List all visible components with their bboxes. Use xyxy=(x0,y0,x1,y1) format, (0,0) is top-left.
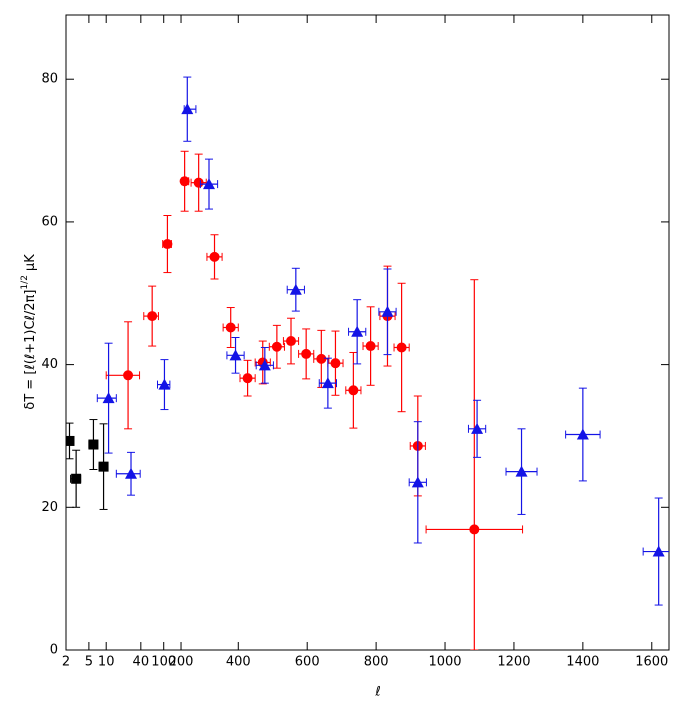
x-tick-label: 1600 xyxy=(635,655,668,670)
circle-marker xyxy=(316,353,327,364)
y-label-sup: 1/2 xyxy=(20,275,30,289)
circle-marker xyxy=(271,341,282,352)
x-tick-label: 1200 xyxy=(497,655,530,670)
triangle-marker xyxy=(515,465,528,477)
y-label-unit: μK xyxy=(23,254,38,271)
triangle-marker xyxy=(258,359,271,371)
circle-marker xyxy=(123,370,134,381)
triangle-marker xyxy=(321,377,334,389)
circle-marker xyxy=(225,322,236,333)
triangle-marker xyxy=(125,467,138,479)
triangle-marker xyxy=(471,422,484,434)
square-marker xyxy=(66,435,75,446)
x-tick-label: 1400 xyxy=(566,655,599,670)
x-axis-label: ℓ xyxy=(374,685,380,700)
circle-marker xyxy=(330,358,341,369)
plot-frame xyxy=(65,14,670,651)
y-tick-label: 40 xyxy=(41,357,58,372)
x-tick-label: 40 xyxy=(133,655,150,670)
circle-marker xyxy=(242,373,253,384)
triangle-marker xyxy=(381,305,394,317)
y-tick-label: 0 xyxy=(50,643,58,658)
x-tick-label: 1000 xyxy=(428,655,461,670)
circle-marker xyxy=(286,336,297,347)
square-marker xyxy=(88,439,99,450)
x-tick-label: 5 xyxy=(85,655,93,670)
x-tick-label: 100 xyxy=(151,655,176,670)
x-tick-label: 10 xyxy=(98,655,115,670)
triangle-marker xyxy=(181,103,194,115)
square-marker xyxy=(98,461,109,472)
x-tick-label: 400 xyxy=(226,655,251,670)
circle-marker xyxy=(396,342,407,353)
square-marker xyxy=(71,473,82,484)
x-tick-label: 600 xyxy=(295,655,320,670)
y-tick-label: 60 xyxy=(41,214,58,229)
circle-marker xyxy=(193,177,204,188)
circle-marker xyxy=(365,341,376,352)
triangle-marker xyxy=(158,378,171,390)
plot-area xyxy=(66,76,669,650)
y-label-main: δT = [ℓ(ℓ+1)Cℓ/2π] xyxy=(23,290,38,410)
circle-marker xyxy=(162,239,173,250)
triangle-marker xyxy=(229,349,242,361)
y-axis-label: δT = [ℓ(ℓ+1)Cℓ/2π]1/2 μK xyxy=(20,254,38,410)
circle-marker xyxy=(147,311,158,322)
triangle-marker xyxy=(289,283,302,295)
y-tick-label: 80 xyxy=(41,72,58,87)
circle-marker xyxy=(348,385,359,396)
y-tick-label: 20 xyxy=(41,500,58,515)
triangle-marker xyxy=(202,178,215,190)
circle-marker xyxy=(179,176,190,187)
triangle-marker xyxy=(411,476,424,488)
circle-marker xyxy=(469,524,480,535)
triangle-marker xyxy=(576,428,589,440)
circle-marker xyxy=(209,251,220,262)
triangle-marker xyxy=(351,325,364,337)
triangle-marker xyxy=(102,392,115,404)
circle-marker xyxy=(301,348,312,359)
x-tick-label: 200 xyxy=(169,655,194,670)
x-tick-label: 2 xyxy=(62,655,70,670)
triangle-marker xyxy=(652,545,665,557)
x-tick-label: 800 xyxy=(364,655,389,670)
